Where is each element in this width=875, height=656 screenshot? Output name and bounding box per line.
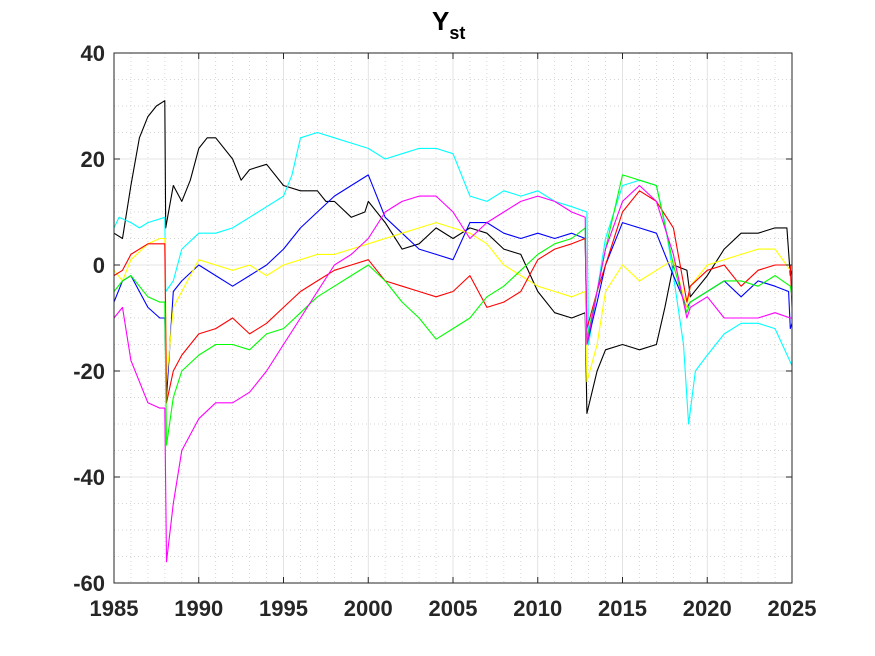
x-tick-label: 2025 (768, 596, 817, 621)
tick-marks (113, 52, 793, 584)
x-tick-label: 1995 (259, 596, 308, 621)
y-tick-label: -40 (73, 465, 105, 490)
chart-title-subscript: st (449, 23, 465, 43)
series-line-6 (113, 184, 792, 563)
x-tick-label: 2010 (513, 596, 562, 621)
x-tick-label: 2015 (598, 596, 647, 621)
x-tick-label: 2000 (344, 596, 393, 621)
series-line-4 (113, 190, 793, 404)
y-tick-label: 40 (81, 41, 105, 66)
series-line-1 (113, 131, 793, 425)
x-tick-label: 2005 (429, 596, 478, 621)
y-tick-label: 0 (93, 253, 105, 278)
y-tick-label: -20 (73, 359, 105, 384)
series-line-5 (113, 174, 793, 446)
series-line-3 (113, 222, 793, 383)
y-tick-label: -60 (73, 571, 105, 596)
y-tick-label: 20 (81, 147, 105, 172)
x-tick-label: 1990 (174, 596, 223, 621)
y-tick-labels: -60 -40 -20 0 20 40 (73, 41, 105, 596)
chart-title-main: Y (432, 6, 449, 36)
major-grid (113, 52, 793, 584)
chart-title: Yst (432, 6, 465, 43)
series-layer (113, 100, 793, 563)
x-tick-labels: 1985 1990 1995 2000 2005 2010 2015 2020 2025 (90, 596, 817, 621)
x-tick-label: 1985 (90, 596, 139, 621)
x-tick-label: 2020 (683, 596, 732, 621)
series-line-0 (113, 100, 793, 414)
